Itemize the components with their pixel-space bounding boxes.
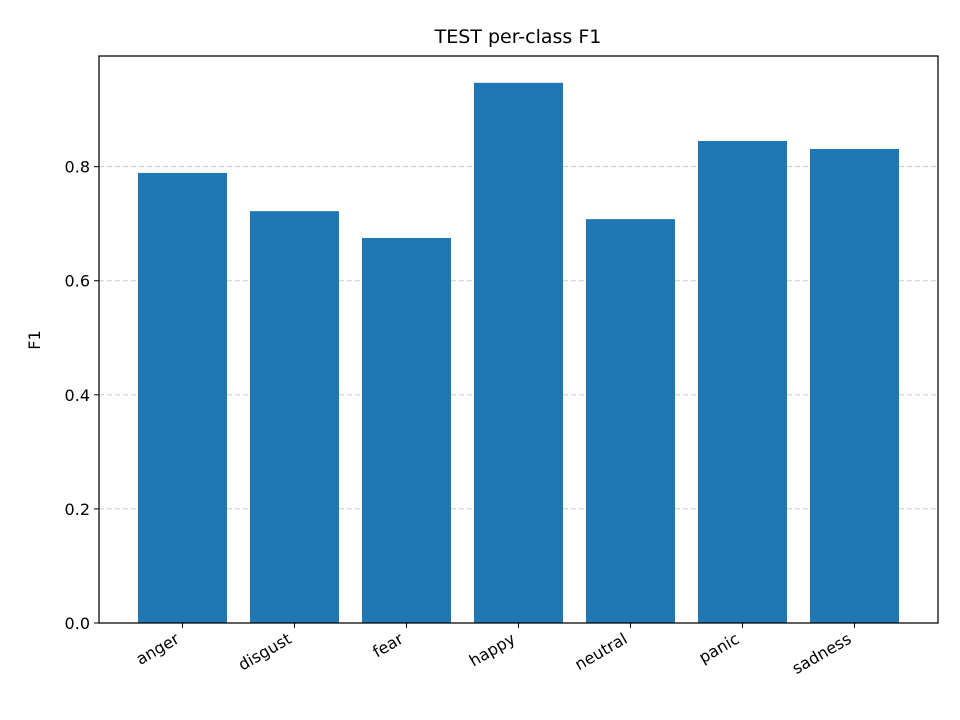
chart-title: TEST per-class F1 [434, 26, 602, 48]
bar-fear [362, 237, 451, 623]
bar-disgust [250, 211, 339, 624]
y-axis: 0.0 0.2 0.4 0.6 0.8 [65, 158, 99, 633]
bar-happy [474, 82, 563, 623]
bar-anger [138, 172, 227, 623]
bars [138, 82, 899, 624]
y-axis-label: F1 [25, 330, 44, 349]
bar-panic [698, 140, 787, 623]
y-tick-label: 0.0 [65, 614, 90, 633]
bar-sadness [810, 148, 899, 623]
bar-neutral [586, 219, 675, 623]
y-tick-label: 0.6 [65, 272, 90, 291]
y-tick-label: 0.8 [65, 158, 90, 177]
y-tick-label: 0.4 [65, 386, 90, 405]
y-tick-label: 0.2 [65, 500, 90, 519]
